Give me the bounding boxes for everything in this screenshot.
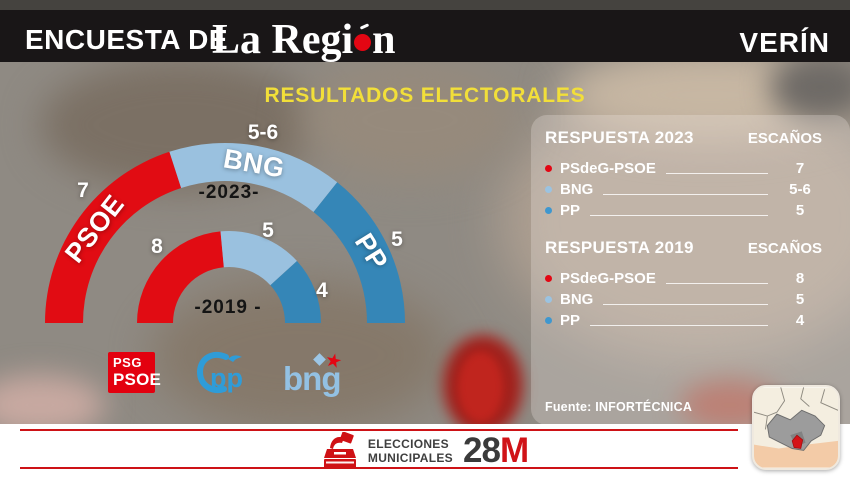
seats-2023-pp: 5 — [391, 228, 403, 251]
seats-value: 5-6 — [789, 181, 811, 198]
footer-content: ELECCIONES MUNICIPALES 28M — [0, 431, 850, 471]
table-row: PP 5 — [545, 200, 822, 221]
seats-2019-psoe: 8 — [151, 235, 163, 258]
date-number: 28 — [463, 431, 501, 470]
header-bar: ENCUESTA DE La Regi n VERÍN — [0, 10, 850, 64]
brand-text-prefix: La Regi — [212, 17, 354, 63]
locator-map-icon — [754, 387, 838, 468]
brand-text-suffix: n — [372, 17, 396, 63]
bng-dot-icon — [545, 186, 552, 193]
seats-2023-psoe: 7 — [77, 179, 89, 202]
psoe-logo: PSG PSOE — [108, 352, 162, 393]
leader-line — [590, 214, 768, 216]
psoe-logo-line2: PSOE — [113, 370, 162, 389]
bng-logo: ★ bng — [283, 349, 347, 395]
psoe-dot-icon — [545, 165, 552, 172]
page-title: RESULTADOS ELECTORALES — [264, 84, 586, 107]
arc-segment-2023-psoe — [45, 151, 182, 323]
pp-logo-bird-icon — [228, 355, 242, 362]
footer-strip: ELECCIONES MUNICIPALES 28M — [0, 424, 850, 478]
table-row: PSdeG-PSOE 8 — [545, 268, 822, 289]
seats-value: 8 — [795, 270, 805, 287]
panel-block-2023: RESPUESTA 2023 ESCAÑOS PSdeG-PSOE 7 BNG … — [545, 128, 822, 221]
year-label-2019: -2019 - — [194, 297, 262, 318]
seats-column-header: ESCAÑOS — [747, 240, 822, 257]
table-row: PP 4 — [545, 310, 822, 331]
footer-rule-bottom — [20, 467, 738, 469]
party-label: BNG — [560, 291, 594, 308]
seats-value: 4 — [795, 312, 805, 329]
party-label: PSdeG-PSOE — [560, 160, 656, 177]
region-logo-red-dot-icon — [354, 34, 372, 51]
panel-header-row: RESPUESTA 2023 ESCAÑOS — [545, 128, 822, 148]
seats-column-header: ESCAÑOS — [747, 130, 822, 147]
arc-segment-2019-bng — [220, 231, 297, 286]
psoe-logo-line1: PSG — [113, 355, 142, 370]
bng-dot-icon — [545, 296, 552, 303]
top-edge-strip — [0, 0, 850, 10]
year-label-2023: -2023- — [198, 182, 260, 203]
leader-line — [665, 282, 768, 284]
seats-value: 5 — [795, 291, 805, 308]
table-row: PSdeG-PSOE 7 — [545, 158, 822, 179]
party-label: PP — [560, 202, 581, 219]
table-row: BNG 5-6 — [545, 179, 822, 200]
psoe-dot-icon — [545, 275, 552, 282]
elections-line2: MUNICIPALES — [367, 451, 453, 465]
seats-2023-bng: 5-6 — [247, 121, 279, 144]
table-row: BNG 5 — [545, 289, 822, 310]
seats-value: 7 — [795, 160, 805, 177]
seats-2019-pp: 4 — [316, 279, 328, 302]
show-title: ENCUESTA DE — [25, 24, 229, 55]
party-label: PSdeG-PSOE — [560, 270, 656, 287]
ballot-box-icon — [323, 432, 356, 468]
seats-2019-bng: 5 — [262, 219, 274, 242]
seats-value: 5 — [795, 202, 805, 219]
pp-dot-icon — [545, 207, 552, 214]
panel-block-title: RESPUESTA 2019 — [545, 238, 694, 257]
pp-dot-icon — [545, 317, 552, 324]
panel-block-title: RESPUESTA 2023 — [545, 128, 694, 147]
la-region-logo: La Regi n — [212, 16, 396, 64]
election-date: 28M — [463, 431, 529, 471]
location-title: VERÍN — [739, 27, 830, 58]
results-panel: RESPUESTA 2023 ESCAÑOS PSdeG-PSOE 7 BNG … — [531, 115, 850, 425]
footer-rule-top — [20, 429, 738, 431]
elections-line1: ELECCIONES — [367, 436, 449, 451]
elections-caption: ELECCIONES MUNICIPALES — [368, 437, 453, 466]
party-label: PP — [560, 312, 581, 329]
map-background-red-region — [458, 352, 503, 422]
pp-logo-text: pp — [210, 363, 243, 393]
locator-map-widget — [752, 385, 840, 470]
pp-logo: pp — [196, 351, 243, 393]
date-letter: M — [499, 431, 529, 470]
map-background-red-region — [443, 335, 523, 435]
leader-line — [665, 172, 768, 174]
panel-block-2019: RESPUESTA 2019 ESCAÑOS PSdeG-PSOE 8 BNG … — [545, 238, 822, 331]
party-label: BNG — [560, 181, 594, 198]
source-credit: Fuente: INFORTÉCNICA — [545, 400, 693, 414]
leader-line — [590, 324, 768, 326]
panel-header-row: RESPUESTA 2019 ESCAÑOS — [545, 238, 822, 258]
leader-line — [603, 193, 768, 195]
leader-line — [603, 303, 768, 305]
